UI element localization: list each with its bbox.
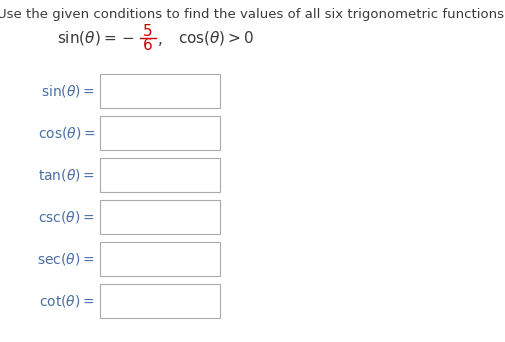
Bar bbox=[100, 116, 220, 150]
Text: $\cos(\theta) > 0$: $\cos(\theta) > 0$ bbox=[178, 29, 254, 47]
Text: $\sin(\theta) =$: $\sin(\theta) =$ bbox=[41, 83, 95, 99]
Bar bbox=[100, 74, 220, 108]
Text: 5: 5 bbox=[143, 24, 153, 39]
Bar bbox=[100, 200, 220, 234]
Bar bbox=[100, 158, 220, 192]
Text: $\csc(\theta) =$: $\csc(\theta) =$ bbox=[38, 209, 95, 225]
Text: 6: 6 bbox=[143, 38, 153, 53]
Text: Use the given conditions to find the values of all six trigonometric functions.: Use the given conditions to find the val… bbox=[0, 8, 505, 21]
Text: ,: , bbox=[158, 32, 163, 48]
Bar bbox=[100, 284, 220, 318]
Text: $\tan(\theta) =$: $\tan(\theta) =$ bbox=[38, 167, 95, 183]
Text: $\cot(\theta) =$: $\cot(\theta) =$ bbox=[39, 293, 95, 309]
Text: $\sin(\theta) = -$: $\sin(\theta) = -$ bbox=[57, 29, 135, 47]
Bar bbox=[100, 242, 220, 276]
Text: $\cos(\theta) =$: $\cos(\theta) =$ bbox=[37, 125, 95, 141]
Text: $\sec(\theta) =$: $\sec(\theta) =$ bbox=[37, 251, 95, 267]
